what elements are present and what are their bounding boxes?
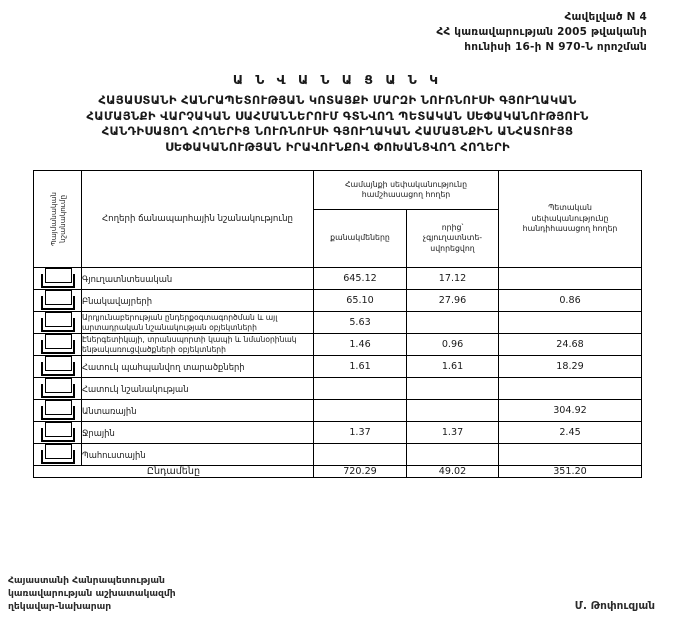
table-header-row-1: Պայմանական նշանակումը Հողերի ճանապարհայի… [33,169,642,268]
table-row-total: Ընդամենը 720.29 49.02 351.20 [33,465,642,478]
page-subtitle-line-4: ՍԵՓԱԿԱՆՈՒԹՅԱՆ ԻՐԱՎՈՒՆՔՈՎ ՓՈԽԱՆՑՎՈՂ ՀՈՂԵՐ… [165,139,510,154]
row-state: 304.92 [498,399,642,422]
page-title: Ա Ն Վ Ա Ն Ա Ց Ա Ն Կ [232,72,443,87]
row-quantity [313,399,407,422]
row-non-agricultural: 1.61 [406,355,499,378]
table-row: Պահուստային [33,443,642,466]
column-header-non-agricultural: որից՝ չգյուղատնտե- սվորեցվող [406,209,499,268]
row-non-agricultural: 0.96 [406,333,499,356]
row-non-agricultural: 27.96 [406,289,499,312]
total-state: 351.20 [498,465,642,478]
document-reference-line-3: հունիսի 16-ի N 970-Ն որոշման [464,41,647,53]
table-row: Գյուղատնտեսական 645.12 17.12 [33,267,642,290]
row-quantity: 1.61 [313,355,407,378]
table-body: Գյուղատնտեսական 645.12 17.12 Բնակավայրերի 65… [33,267,642,466]
row-state [498,377,642,400]
row-state [498,443,642,466]
total-label: Ընդամենը [33,465,314,478]
row-marker-cell [33,311,82,334]
table-row: Հատուկ նշանակության [33,377,642,400]
stamp-marker-icon [40,378,75,399]
table-row: Հատուկ պահպանվող տարածքների 1.61 1.61 18.29 [33,355,642,378]
row-non-agricultural: 1.37 [406,421,499,444]
row-quantity: 5.63 [313,311,407,334]
row-non-agricultural [406,311,499,334]
row-non-agricultural [406,377,499,400]
table-row: Ջրային 1.37 1.37 2.45 [33,421,642,444]
table-header: Պայմանական նշանակումը Հողերի ճանապարհայի… [33,169,642,268]
footer-authority-line-2: կառավարության աշխատակազմի [8,588,176,599]
footer-authority-line-3: ղեկավար-նախարար [8,601,112,612]
title-block: Ա Ն Վ Ա Ն Ա Ց Ա Ն Կ ՀԱՅԱՍՏԱՆԻ ՀԱՆՐԱՊԵՏՈՒ… [0,72,675,155]
stamp-marker-icon [40,356,75,377]
footer-authority: Հայաստանի Հանրապետության կառավարության ա… [8,574,176,613]
row-state: 18.29 [498,355,642,378]
row-quantity: 1.37 [313,421,407,444]
row-quantity: 645.12 [313,267,407,290]
row-quantity: 65.10 [313,289,407,312]
table-footer: Ընդամենը 720.29 49.02 351.20 [33,465,642,478]
stamp-marker-icon [40,268,75,289]
row-land-designation: Բնակավայրերի [81,289,314,312]
page-subtitle-line-1: ՀԱՅԱՍՏԱՆԻ ՀԱՆՐԱՊԵՏՈՒԹՅԱՆ ԿՈՏԱՅՔԻ ՄԱՐԶԻ Ն… [98,93,577,107]
column-header-land-designation: Հողերի ճանապարհային նշանակությունը [81,170,314,268]
row-marker-cell [33,421,82,444]
footer-authority-line-1: Հայաստանի Հանրապետության [8,575,165,586]
row-state [498,311,642,334]
column-header-marker: Պայմանական նշանակումը [33,170,82,268]
document-footer: Հայաստանի Հանրապետության կառավարության ա… [8,574,667,613]
row-marker-cell [33,399,82,422]
table-header-row-2: քանակմեները որից՝ չգյուղատնտե- սվորեցվող [34,209,642,268]
row-land-designation: Արդյունաբերության ընդերքօգտագործման և այ… [81,311,314,334]
page-subtitle-line-2: ՀԱՄԱՅՆՔԻ ՎԱՐՉԱԿԱՆ ՍԱՀՄԱՆՆԵՐՈՒՄ ԳՏՆՎՈՂ ՊԵ… [86,108,589,123]
total-non-agricultural: 49.02 [406,465,499,478]
column-header-marker-label: Պայմանական նշանակումը [48,192,67,246]
page-subtitle: ՀԱՅԱՍՏԱՆԻ ՀԱՆՐԱՊԵՏՈՒԹՅԱՆ ԿՈՏԱՅՔԻ ՄԱՐԶԻ Ն… [0,93,675,155]
column-header-state-property: Պետական սեփականությունը հանդիհասացող հող… [498,170,642,268]
stamp-marker-icon [40,290,75,311]
row-marker-cell [33,377,82,400]
row-non-agricultural [406,399,499,422]
table-row: Բնակավայրերի 65.10 27.96 0.86 [33,289,642,312]
table-row: Էներգետիկայի, տրանսպորտի կապի և նմանօրին… [33,333,642,356]
row-marker-cell [33,333,82,356]
row-non-agricultural: 17.12 [406,267,499,290]
row-state [498,267,642,290]
row-marker-cell [33,267,82,290]
table-row: Արդյունաբերության ընդերքօգտագործման և այ… [33,311,642,334]
document-reference-line-1: Հավելված N 4 [564,11,647,23]
row-quantity: 1.46 [313,333,407,356]
total-quantity: 720.29 [313,465,407,478]
row-marker-cell [33,355,82,378]
row-state: 24.68 [498,333,642,356]
row-land-designation: Ջրային [81,421,314,444]
row-non-agricultural [406,443,499,466]
table-row: Անտառային 304.92 [33,399,642,422]
row-land-designation: Պահուստային [81,443,314,466]
row-land-designation: Հատուկ պահպանվող տարածքների [81,355,314,378]
row-quantity [313,443,407,466]
stamp-marker-icon [40,334,75,355]
column-header-quantity: քանակմեները [313,209,407,268]
row-state: 0.86 [498,289,642,312]
stamp-marker-icon [40,444,75,465]
land-registry-table-wrapper: Պայմանական նշանակումը Հողերի ճանապարհայի… [33,169,642,478]
stamp-marker-icon [40,312,75,333]
row-state: 2.45 [498,421,642,444]
row-quantity [313,377,407,400]
stamp-marker-icon [40,422,75,443]
document-reference-line-2: ՀՀ կառավարության 2005 թվականի [436,26,647,38]
row-land-designation: Հատուկ նշանակության [81,377,314,400]
row-marker-cell [33,289,82,312]
row-marker-cell [33,443,82,466]
column-header-community-property: Համայնքի սեփականությունը համշհասացող հող… [313,169,499,211]
stamp-marker-icon [40,400,75,421]
row-land-designation: Էներգետիկայի, տրանսպորտի կապի և նմանօրին… [81,333,314,356]
document-reference: Հավելված N 4 ՀՀ կառավարության 2005 թվակա… [436,10,647,55]
row-land-designation: Անտառային [81,399,314,422]
land-registry-table: Պայմանական նշանակումը Հողերի ճանապարհայի… [33,169,642,478]
page-subtitle-line-3: ՀԱՆԴԻՍԱՑՈՂ ՀՈՂԵՐԻՑ ՆՈՒՌՆՈՒՍԻ ԳՅՈՒՂԱԿԱՆ Հ… [101,124,574,138]
footer-signatory: Մ. Թոփուզյան [574,600,655,612]
row-land-designation: Գյուղատնտեսական [81,267,314,290]
